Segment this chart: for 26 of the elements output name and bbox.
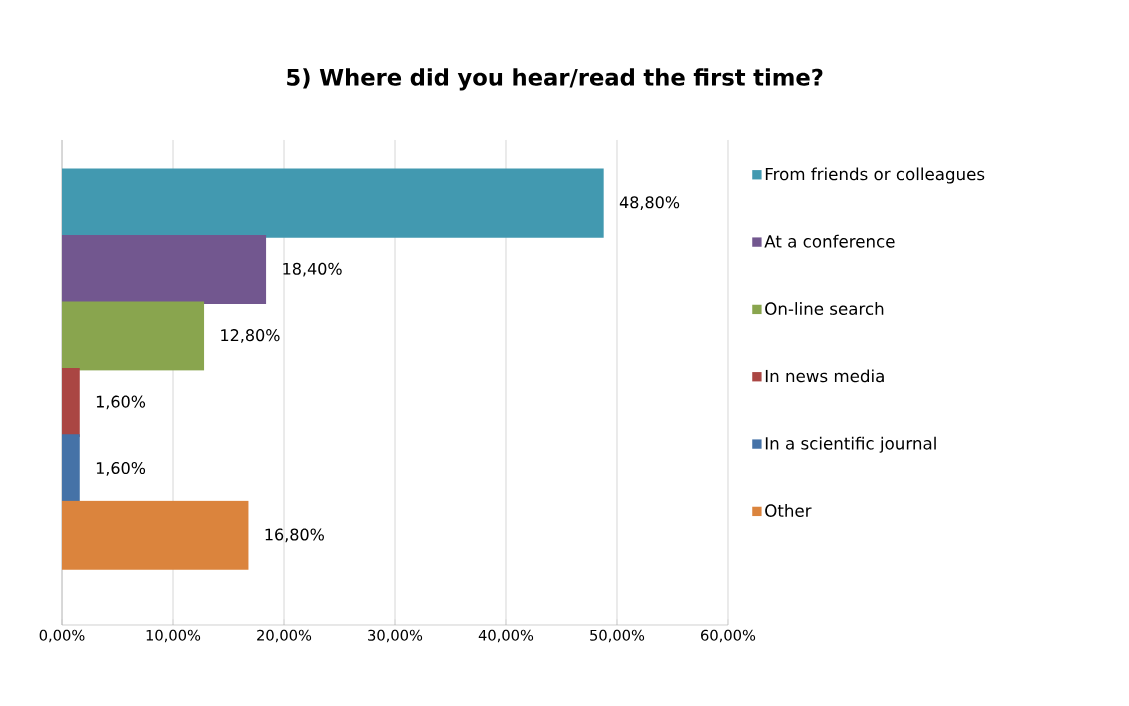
x-tick-label: 10,00%	[146, 629, 201, 643]
data-label: 1,60%	[96, 395, 146, 410]
x-tick-label: 50,00%	[590, 629, 645, 643]
data-label: 16,80%	[265, 528, 324, 543]
x-tick-label: 30,00%	[368, 629, 423, 643]
legend-label: In a scientific journal	[765, 436, 936, 453]
bar	[62, 301, 205, 371]
legend-label: Other	[765, 504, 812, 517]
data-label: 1,60%	[96, 461, 146, 476]
legend-label: At a conference	[764, 234, 895, 248]
bar	[62, 500, 249, 570]
bar	[62, 168, 604, 238]
bar	[62, 434, 80, 504]
data-label: 12,80%	[221, 329, 280, 343]
legend-label: From friends or colleagues	[765, 167, 985, 184]
x-tick-label: 20,00%	[257, 629, 312, 643]
legend-label: On-line search	[765, 302, 884, 315]
x-tick-label: 40,00%	[478, 629, 534, 643]
legend-label: In news media	[765, 369, 884, 383]
chart-title: 5) Where did you hear/read the first time?	[287, 68, 823, 91]
data-label: 18,40%	[283, 262, 342, 277]
data-label: 48,80%	[619, 196, 680, 210]
x-tick-label: 0,00%	[39, 629, 85, 643]
bar	[62, 235, 267, 305]
x-tick-label: 60,00%	[701, 629, 756, 643]
bar	[62, 367, 80, 437]
